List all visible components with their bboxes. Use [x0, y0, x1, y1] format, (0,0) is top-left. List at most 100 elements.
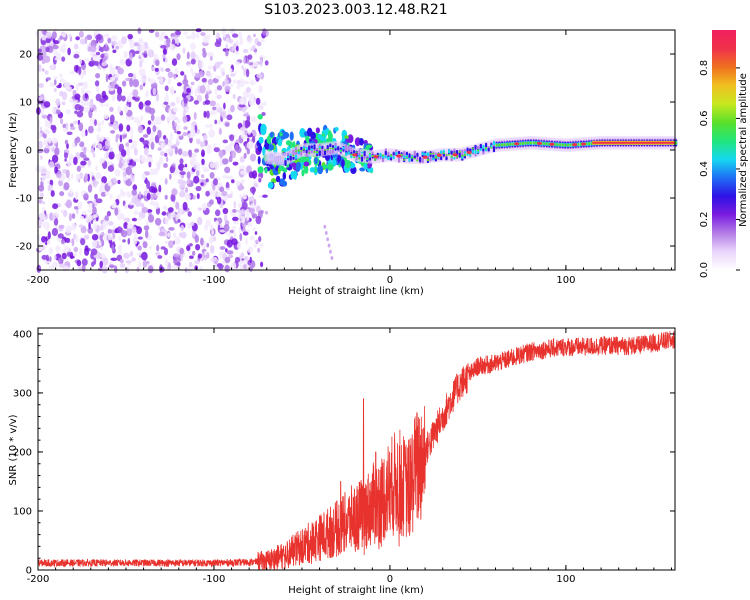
signal-track [255, 114, 678, 190]
noise-blob [52, 44, 59, 50]
noise-blob [166, 266, 170, 271]
noise-blob [85, 90, 92, 94]
noise-blob [243, 55, 246, 65]
noise-blob [103, 46, 110, 52]
noise-blob [59, 191, 65, 197]
noise-blob [115, 65, 119, 70]
noise-blob [62, 209, 68, 218]
noise-blob [187, 223, 191, 229]
noise-blob [131, 217, 137, 222]
noise-blob [67, 47, 71, 56]
noise-blob [75, 136, 81, 143]
signal-band-cell [321, 145, 324, 149]
noise-blob [142, 241, 148, 249]
noise-blob [215, 102, 220, 110]
signal-band-cell [411, 157, 414, 162]
noise-blob [89, 171, 95, 177]
signal-band-cell [561, 143, 564, 147]
signal-band-cell [445, 156, 448, 161]
noise-blob [210, 245, 215, 254]
noise-blob [164, 85, 169, 92]
signal-band-cell [463, 151, 466, 154]
spectrogram-x-axis-ticks: -200 -100 0 100 [27, 30, 672, 286]
noise-blob [140, 155, 147, 163]
noise-blob [179, 207, 183, 216]
noise-blob [248, 62, 254, 66]
noise-blob [262, 194, 268, 198]
noise-blob [58, 224, 65, 229]
noise-blob [117, 179, 121, 185]
noise-blob [244, 120, 251, 128]
noise-blob [54, 166, 58, 174]
noise-blob [95, 172, 102, 180]
signal-blob [359, 167, 366, 172]
noise-blob [74, 93, 81, 100]
signal-blob [327, 163, 334, 171]
noise-blob [160, 67, 164, 72]
signal-blob [299, 128, 306, 138]
noise-blob [92, 206, 97, 215]
noise-blob [101, 231, 105, 237]
noise-blob [182, 47, 186, 54]
signal-band-cell [297, 151, 300, 155]
noise-blob [79, 38, 86, 45]
noise-blob [181, 231, 187, 239]
noise-blob [157, 255, 163, 259]
noise-blob [214, 119, 218, 125]
signal-band-cell [463, 153, 466, 157]
noise-blob [105, 43, 108, 47]
noise-blob [53, 76, 59, 80]
noise-blob [147, 265, 154, 274]
noise-blob [73, 120, 79, 125]
noise-blob [239, 156, 245, 163]
colorbar-ticks: 0.0 0.2 0.4 0.6 0.8 [699, 60, 740, 278]
signal-blob [303, 161, 310, 167]
noise-blob [62, 33, 67, 38]
noise-blob [202, 134, 208, 141]
noise-blob [149, 168, 156, 176]
signal-band-cell [321, 148, 324, 157]
noise-blob [257, 247, 261, 253]
noise-blob [49, 256, 52, 262]
noise-blob [259, 243, 264, 248]
noise-blob [132, 184, 138, 191]
signal-blob [268, 144, 274, 151]
noise-blob [228, 254, 233, 259]
noise-blob [63, 182, 70, 191]
signal-band-cell [350, 153, 353, 156]
noise-blob [204, 99, 211, 105]
noise-blob [137, 27, 142, 35]
noise-blob [247, 54, 253, 60]
signal-blob [257, 166, 264, 174]
noise-blob [232, 79, 238, 84]
noise-blob [233, 230, 237, 238]
noise-blob [61, 91, 68, 101]
noise-blob [230, 104, 235, 113]
noise-blob [174, 146, 178, 155]
noise-blob [190, 67, 194, 74]
snr-x-axis-ticks: -200 -100 0 100 [27, 328, 672, 585]
noise-blob [127, 223, 133, 230]
noise-blob [110, 130, 116, 134]
noise-blob [78, 66, 82, 75]
signal-band-cell [334, 145, 337, 149]
noise-blob [167, 71, 174, 79]
noise-blob [259, 58, 263, 67]
noise-blob [216, 94, 222, 100]
signal-band-cell [289, 155, 292, 161]
signal-band-cell [310, 148, 313, 151]
noise-blob [62, 123, 67, 129]
noise-blob [138, 37, 144, 43]
noise-blob [229, 68, 233, 74]
spectrogram-y-axis-ticks: 20 10 0 -10 -20 [16, 50, 675, 253]
signal-band-cell [477, 149, 480, 152]
noise-blob [120, 149, 127, 157]
signal-blob [278, 164, 285, 171]
noise-blob [139, 137, 145, 143]
snr-x-label: Height of straight line (km) [288, 585, 424, 596]
noise-blob [95, 73, 101, 79]
noise-blob [191, 152, 197, 158]
noise-blob [137, 236, 143, 240]
noise-blob [180, 71, 185, 76]
